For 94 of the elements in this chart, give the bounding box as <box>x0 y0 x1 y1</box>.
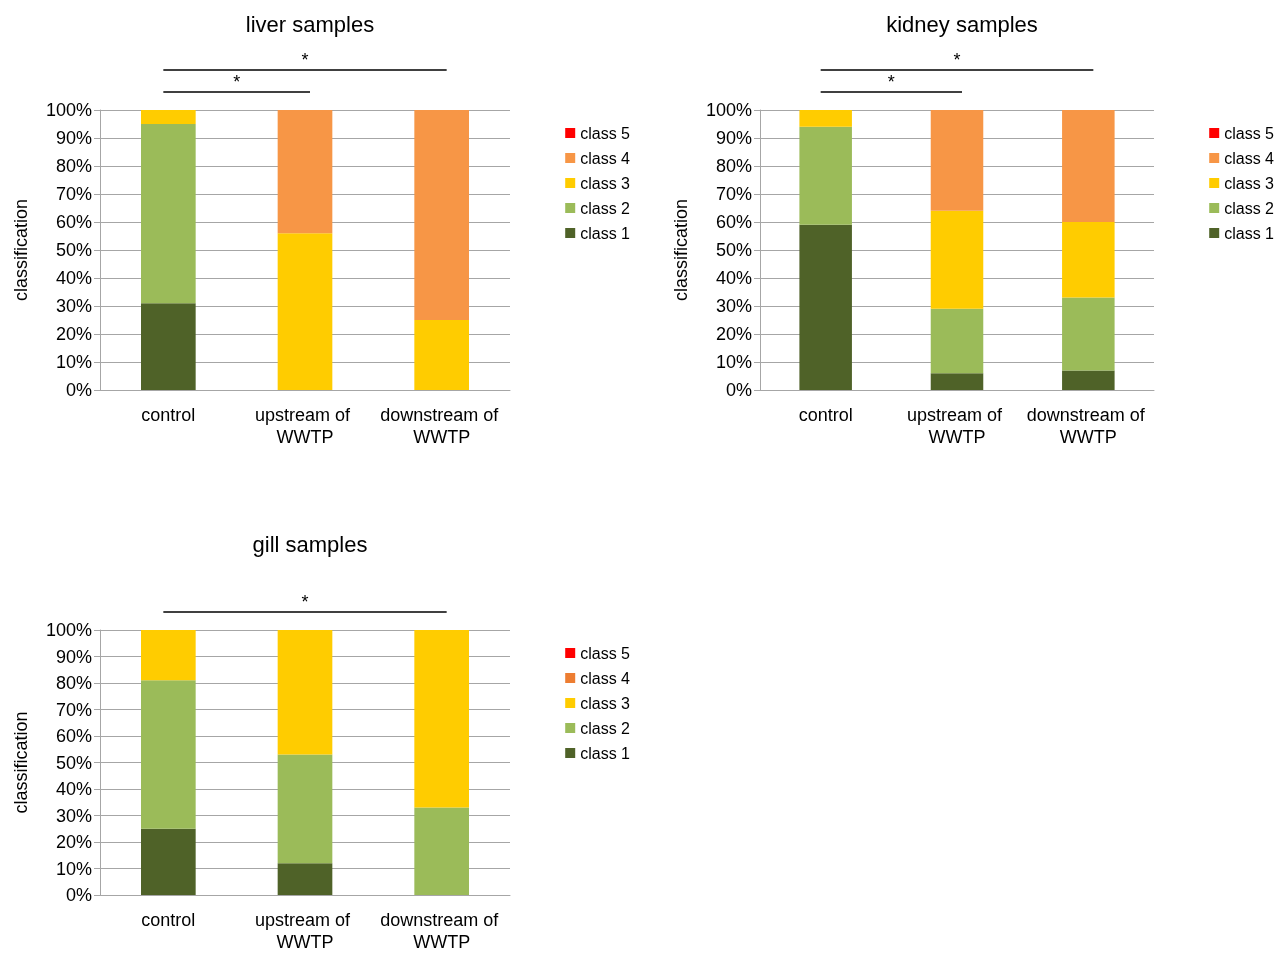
y-tick-label: 70% <box>55 699 92 720</box>
bar <box>799 110 852 127</box>
y-tick-label: 40% <box>715 268 752 288</box>
text: * <box>301 50 309 70</box>
bar <box>414 807 469 895</box>
y-tick-label: 20% <box>55 832 92 852</box>
y-tick-label: 0% <box>65 885 92 905</box>
legend-label: class 1 <box>1224 224 1275 242</box>
x-tick-label: downstream of WWTP <box>380 910 504 952</box>
legend-label: class 3 <box>1224 174 1275 192</box>
y-tick-label: 30% <box>715 296 752 316</box>
legend-label: class 3 <box>580 174 631 192</box>
bar <box>277 233 333 390</box>
bar <box>141 110 196 124</box>
legend-label: class 2 <box>580 199 631 217</box>
bar <box>1062 297 1115 371</box>
y-tick-label: 30% <box>55 296 92 316</box>
text: * <box>233 72 241 92</box>
y-axis-title: classification <box>11 711 31 814</box>
y-tick-label: 60% <box>715 212 752 232</box>
y-tick-label: 100% <box>45 620 92 640</box>
y-tick-label: 80% <box>55 156 92 176</box>
y-tick-label: 50% <box>55 240 92 260</box>
x-tick-label: control <box>141 910 196 930</box>
bar <box>141 630 196 681</box>
bar <box>141 680 196 829</box>
bar <box>414 320 469 390</box>
y-tick-label: 80% <box>55 673 92 693</box>
legend-label: class 5 <box>580 644 631 662</box>
chart-title: kidney samples <box>886 11 1038 37</box>
x-tick-label: upstream of WWTP <box>254 405 356 447</box>
y-tick-label: 20% <box>715 324 752 344</box>
y-tick-label: 10% <box>715 352 752 372</box>
y-tick-label: 40% <box>55 268 92 288</box>
legend-label: class 5 <box>1224 124 1275 142</box>
bar <box>414 630 469 808</box>
bar <box>1062 110 1115 222</box>
bar <box>277 754 333 864</box>
legend-label: class 2 <box>1224 199 1275 217</box>
y-axis-title: classification <box>671 198 691 302</box>
y-tick-label: 0% <box>725 380 752 400</box>
y-tick-label: 90% <box>715 128 752 148</box>
legend-label: class 2 <box>580 719 631 737</box>
y-tick-label: 40% <box>55 779 92 799</box>
x-tick-label: upstream of WWTP <box>254 910 356 952</box>
y-tick-label: 60% <box>55 212 92 232</box>
bar <box>141 124 196 304</box>
bar <box>1062 222 1115 298</box>
y-tick-label: 90% <box>55 128 92 148</box>
text: * <box>887 72 895 92</box>
y-tick-label: 90% <box>55 646 92 667</box>
y-tick-label: 60% <box>55 726 92 746</box>
bar <box>414 110 469 320</box>
chart-title: liver samples <box>245 11 375 37</box>
legend-label: class 1 <box>580 224 631 242</box>
bar <box>930 210 984 309</box>
x-tick-label: upstream of WWTP <box>906 405 1008 447</box>
legend-label: class 3 <box>580 694 631 712</box>
y-tick-label: 80% <box>715 156 752 176</box>
y-tick-label: 100% <box>705 100 752 120</box>
legend-label: class 5 <box>580 124 631 142</box>
bar <box>277 863 333 895</box>
bar <box>277 630 333 755</box>
text: * <box>953 50 961 70</box>
y-tick-label: 10% <box>55 352 92 372</box>
y-tick-label: 70% <box>55 184 92 204</box>
bar <box>277 110 333 234</box>
legend-label: class 4 <box>1224 149 1275 167</box>
chart-title: gill samples <box>252 531 368 557</box>
y-tick-label: 20% <box>55 324 92 344</box>
x-tick-label: downstream of WWTP <box>1026 405 1150 447</box>
bar <box>930 308 984 374</box>
bar <box>930 373 984 390</box>
legend-label: class 4 <box>580 149 631 167</box>
y-tick-label: 30% <box>55 805 92 826</box>
legend-label: class 1 <box>580 744 631 762</box>
y-tick-label: 50% <box>715 240 752 260</box>
x-tick-label: downstream of WWTP <box>380 405 504 447</box>
text: * <box>301 592 309 612</box>
y-tick-label: 70% <box>715 184 752 204</box>
bar <box>141 303 196 390</box>
legend-label: class 4 <box>580 669 631 687</box>
bar <box>799 126 852 225</box>
y-tick-label: 0% <box>65 380 92 400</box>
y-tick-label: 50% <box>55 752 92 773</box>
y-tick-label: 100% <box>45 100 92 120</box>
bar <box>799 224 852 390</box>
y-tick-label: 10% <box>55 858 92 879</box>
bar <box>930 110 984 211</box>
x-tick-label: control <box>141 405 196 425</box>
bar <box>141 828 196 895</box>
bar <box>1062 370 1115 390</box>
x-tick-label: control <box>798 405 853 425</box>
y-axis-title: classification <box>11 198 31 302</box>
